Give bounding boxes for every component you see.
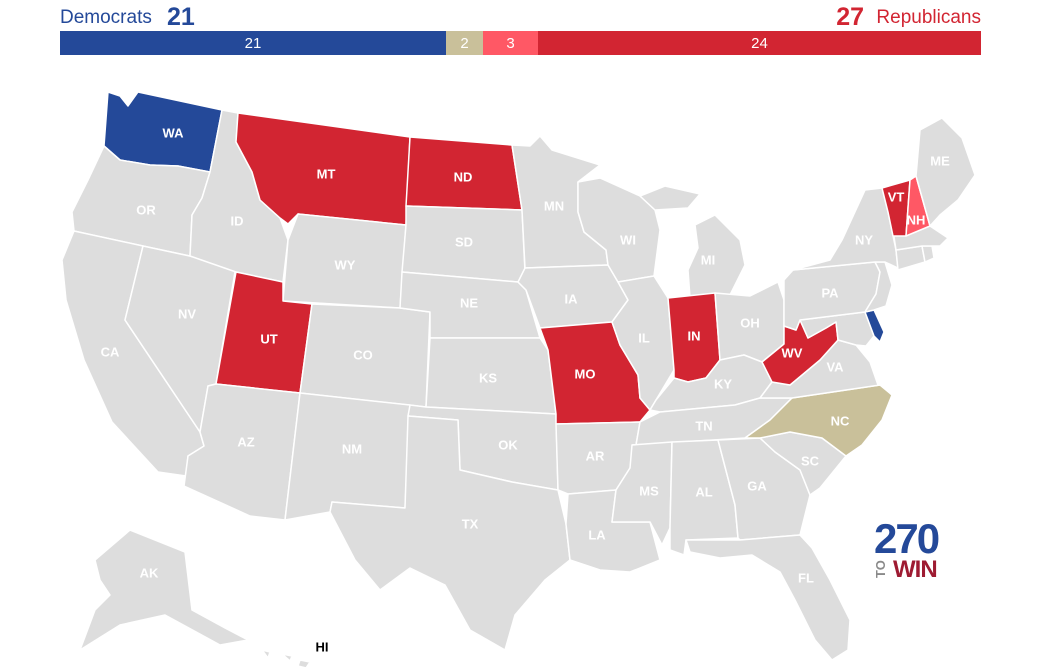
state-label-nm: NM xyxy=(342,441,362,456)
state-label-ms: MS xyxy=(639,483,659,498)
state-nj[interactable] xyxy=(864,261,893,313)
state-label-hi: HI xyxy=(316,639,329,654)
state-label-sc: SC xyxy=(801,453,820,468)
state-co[interactable] xyxy=(299,303,431,408)
state-label-ak: AK xyxy=(140,565,159,580)
state-label-la: LA xyxy=(588,527,606,542)
state-wy[interactable] xyxy=(282,213,407,309)
state-label-mo: MO xyxy=(575,366,596,381)
state-label-tn: TN xyxy=(695,418,712,433)
state-label-or: OR xyxy=(136,202,156,217)
state-label-ga: GA xyxy=(747,478,767,493)
state-label-wv: WV xyxy=(782,345,803,360)
state-label-tx: TX xyxy=(462,516,479,531)
state-ak[interactable] xyxy=(79,529,249,651)
bar-segment-lean-republican: 3 xyxy=(483,31,538,55)
state-label-ks: KS xyxy=(479,370,497,385)
state-label-mi: MI xyxy=(701,252,715,267)
state-label-il: IL xyxy=(638,330,650,345)
state-label-in: IN xyxy=(688,328,701,343)
state-label-wa: WA xyxy=(163,125,185,140)
state-label-wy: WY xyxy=(335,257,356,272)
republicans-label: Republicans xyxy=(876,7,981,28)
state-label-id: ID xyxy=(231,213,244,228)
state-label-vt: VT xyxy=(888,189,905,204)
state-az[interactable] xyxy=(183,383,301,521)
state-ri[interactable] xyxy=(921,245,935,263)
state-label-ok: OK xyxy=(498,437,518,452)
state-nc[interactable] xyxy=(744,384,893,457)
logo-win: WIN xyxy=(893,556,938,583)
state-label-ia: IA xyxy=(565,291,579,306)
state-label-mn: MN xyxy=(544,198,564,213)
state-label-nv: NV xyxy=(178,306,196,321)
logo-to: TO xyxy=(873,560,888,578)
state-label-co: CO xyxy=(353,347,373,362)
seat-balance-bar: 21 2 3 24 xyxy=(60,31,981,55)
state-label-va: VA xyxy=(826,359,844,374)
republicans-total: 27 xyxy=(836,3,864,31)
state-il[interactable] xyxy=(611,275,675,411)
state-label-ut: UT xyxy=(260,331,277,346)
state-label-az: AZ xyxy=(237,434,254,449)
bar-segment-tossup: 2 xyxy=(446,31,483,55)
bar-segment-republican: 24 xyxy=(538,31,981,55)
logo-number: 270 xyxy=(874,515,940,562)
state-me[interactable] xyxy=(915,117,976,227)
state-label-me: ME xyxy=(930,153,950,168)
state-label-mt: MT xyxy=(317,166,336,181)
state-label-ne: NE xyxy=(460,295,478,310)
state-label-pa: PA xyxy=(821,285,839,300)
state-label-wi: WI xyxy=(620,232,636,247)
state-label-oh: OH xyxy=(740,315,760,330)
state-fl[interactable] xyxy=(685,534,851,661)
state-nm[interactable] xyxy=(284,392,411,521)
democrats-total: 21 xyxy=(167,3,195,31)
democrats-label: Democrats xyxy=(60,7,152,28)
state-label-ca: CA xyxy=(101,344,120,359)
270towin-logo: 270 TO WIN xyxy=(873,515,944,584)
results-header: Democrats 21 27 Republicans xyxy=(60,3,981,31)
state-label-al: AL xyxy=(695,484,712,499)
state-label-ar: AR xyxy=(586,448,605,463)
state-label-nc: NC xyxy=(831,413,850,428)
state-label-ny: NY xyxy=(855,232,873,247)
state-label-fl: FL xyxy=(798,570,814,585)
state-ny[interactable] xyxy=(792,187,899,271)
state-label-sd: SD xyxy=(455,234,473,249)
state-label-nh: NH xyxy=(907,212,926,227)
state-label-ky: KY xyxy=(714,376,732,391)
state-hi[interactable] xyxy=(261,649,311,669)
state-vt[interactable] xyxy=(881,179,911,237)
bar-segment-democrat: 21 xyxy=(60,31,446,55)
state-label-nd: ND xyxy=(454,169,473,184)
state-tx[interactable] xyxy=(329,415,571,651)
